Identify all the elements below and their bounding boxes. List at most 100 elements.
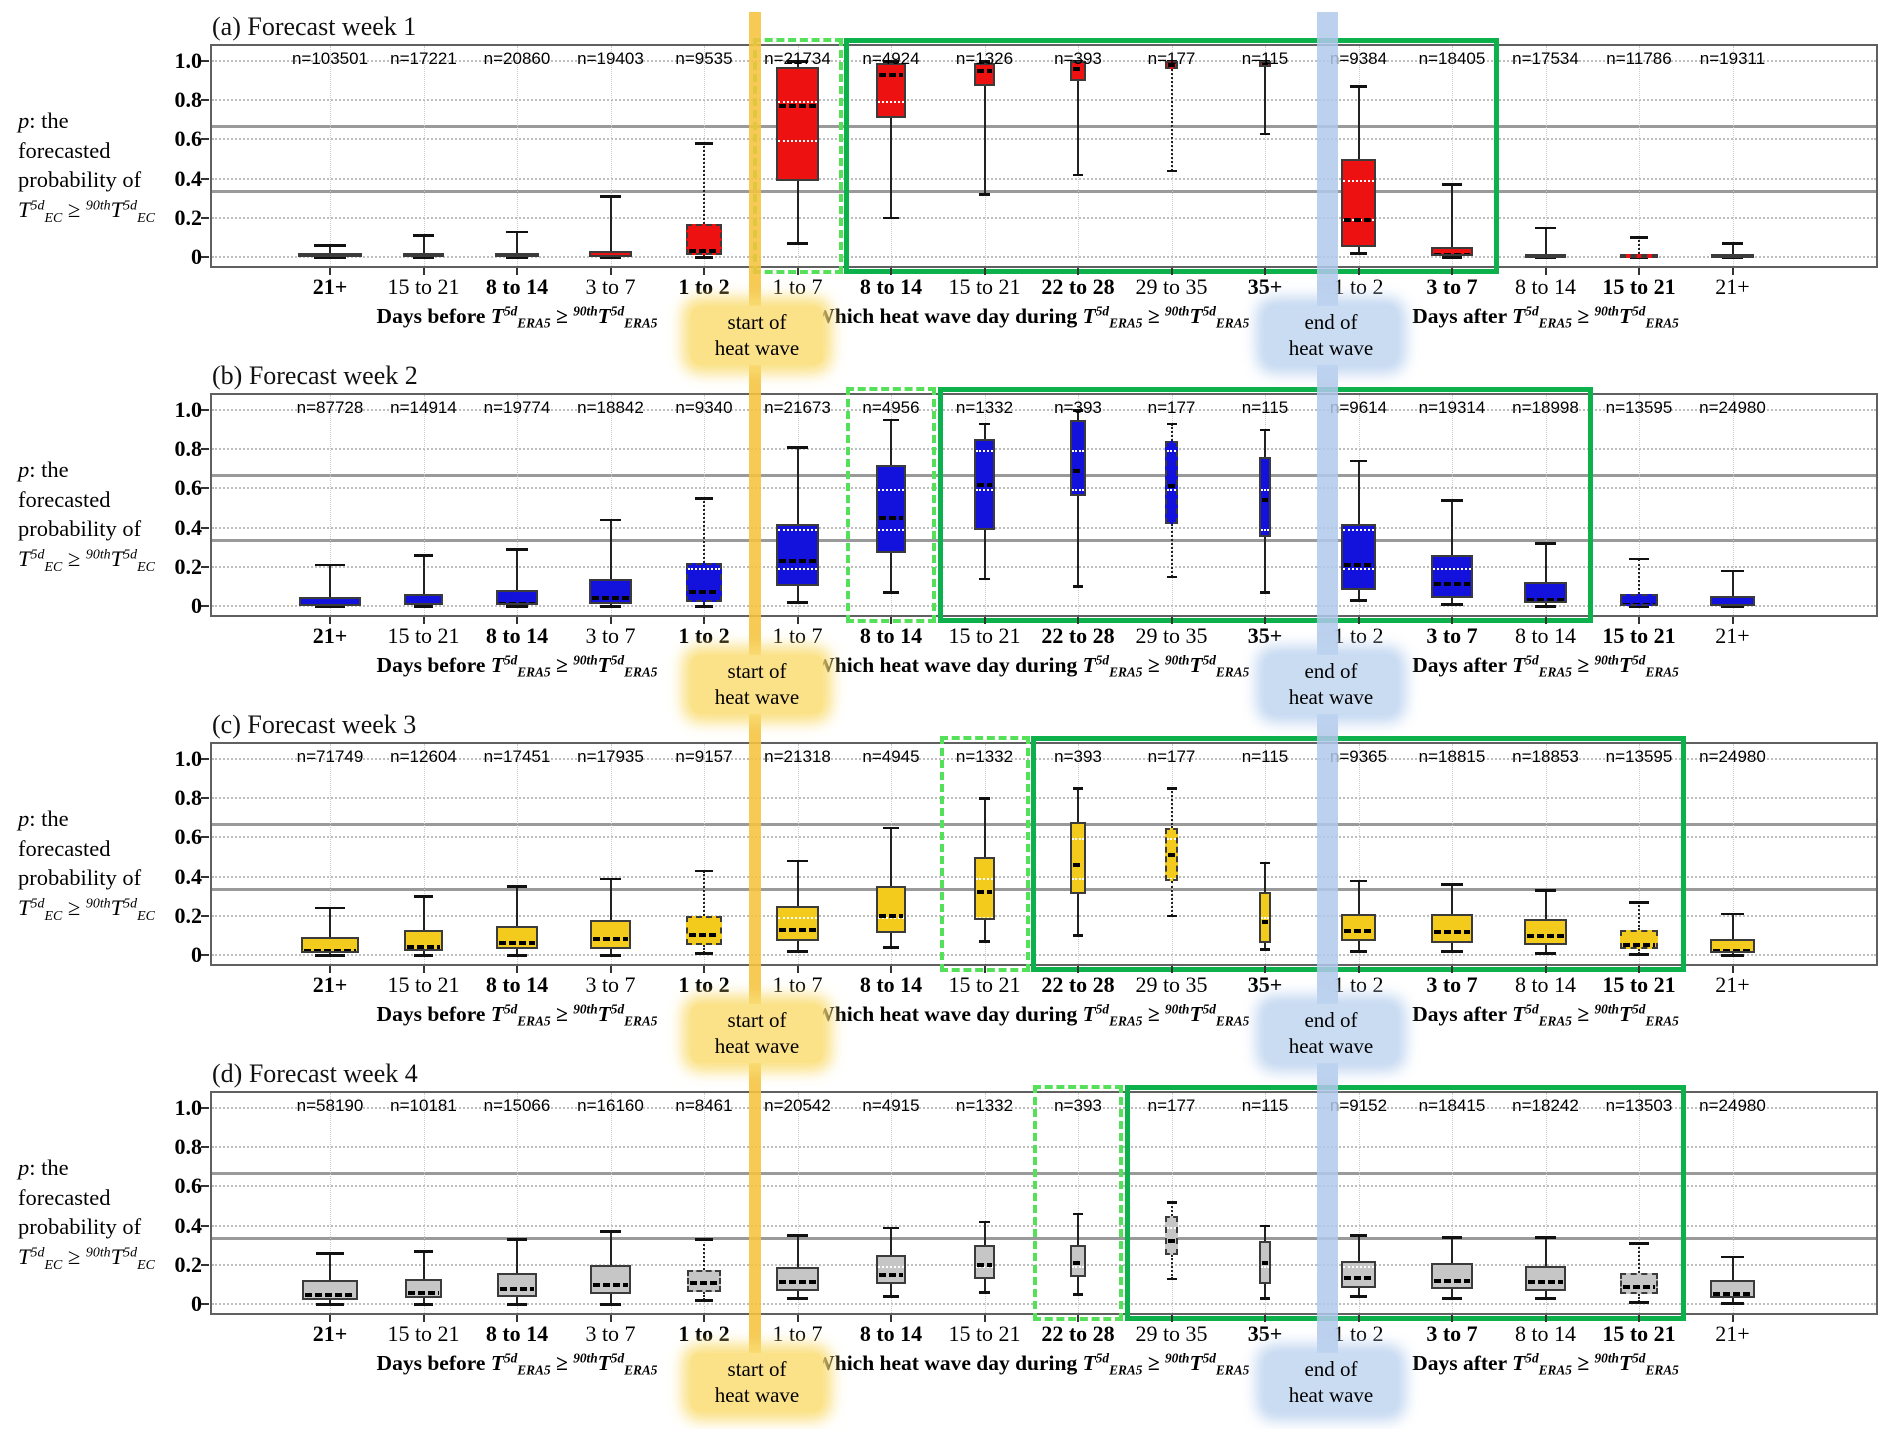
x-tick-mark	[1264, 268, 1266, 275]
axis-group-label-before: Days before T5dERA5 ≥ 90thT5dERA5	[376, 1002, 658, 1029]
whisker-cap-top	[414, 1250, 433, 1253]
whisker-cap-top	[979, 422, 990, 426]
median-line	[1622, 943, 1656, 948]
whisker-cap-bottom	[979, 577, 990, 581]
x-tick-mark	[516, 268, 518, 275]
grid-through-line	[1261, 916, 1269, 919]
whisker-cap-bottom	[695, 605, 713, 608]
box	[589, 578, 632, 605]
y-tick-mark	[201, 1185, 209, 1188]
median-line	[1714, 256, 1750, 258]
whisker-cap-bottom	[414, 1303, 433, 1306]
box	[875, 62, 907, 118]
n-count-label: n=1332	[955, 1096, 1014, 1115]
grid-through-line	[1342, 567, 1375, 570]
gridline	[212, 1224, 1876, 1227]
box	[1430, 555, 1474, 599]
x-tick-mark	[609, 268, 612, 275]
x-category-label: 8 to 14	[1514, 623, 1577, 648]
whisker-cap-top	[413, 554, 434, 557]
box	[1709, 1280, 1756, 1299]
whisker-cap-bottom	[786, 950, 809, 953]
y-tick-label: 0	[191, 593, 202, 618]
box	[497, 1272, 537, 1298]
whisker-cap-top	[695, 1238, 713, 1241]
grid-through-line	[1071, 450, 1084, 453]
grid-through-line	[1342, 179, 1375, 182]
n-count-label: n=58190	[296, 1096, 364, 1115]
x-category-label: 15 to 21	[948, 623, 1021, 648]
whisker-cap-bottom	[1349, 599, 1368, 602]
x-tick-mark	[1451, 1315, 1453, 1322]
upper-whisker	[1638, 902, 1640, 930]
v-gridline	[1732, 46, 1734, 266]
x-tick-mark	[1544, 966, 1547, 973]
lower-whisker	[703, 602, 705, 606]
green-solid-window	[1124, 1085, 1686, 1321]
grid-through-line	[1342, 528, 1375, 531]
x-tick-mark	[796, 268, 799, 275]
v-gridline	[517, 744, 518, 964]
v-gridline	[1265, 46, 1266, 266]
v-gridline	[423, 1093, 425, 1313]
y-tick-label: 0.6	[174, 126, 203, 152]
whisker-cap-bottom	[506, 954, 528, 957]
n-count-label: n=9614	[1329, 398, 1388, 417]
lower-whisker	[1638, 1294, 1640, 1303]
x-category-label: 1 to 2	[1333, 623, 1384, 648]
upper-whisker	[516, 549, 518, 591]
x-category-label: 8 to 14	[485, 972, 549, 997]
grid-through-line	[877, 489, 905, 492]
x-category-label: 21+	[312, 1321, 348, 1346]
v-gridline	[1639, 46, 1640, 266]
v-gridline	[517, 395, 518, 615]
x-category-label: 8 to 14	[859, 972, 923, 997]
start-heat-wave-label-line: start of	[727, 1008, 787, 1032]
median-line	[1343, 217, 1374, 222]
median-line	[408, 1291, 439, 1296]
upper-whisker	[516, 231, 518, 254]
whisker-cap-bottom	[1166, 575, 1177, 579]
axis-group-label-after: Days after T5dERA5 ≥ 90thT5dERA5	[1412, 653, 1679, 680]
x-category-label: 15 to 21	[1602, 972, 1676, 997]
median-line	[1072, 468, 1083, 473]
end-heat-wave-label-line: end of	[1304, 310, 1358, 334]
whisker-cap-bottom	[1441, 256, 1463, 259]
whisker-cap-top	[506, 230, 528, 234]
tercile-line	[212, 1171, 1876, 1175]
median-line	[498, 255, 535, 257]
median-line	[1167, 853, 1176, 858]
v-gridline	[1639, 744, 1640, 964]
whisker-cap-top	[786, 446, 809, 449]
axis-group-label-after: Days after T5dERA5 ≥ 90thT5dERA5	[1412, 304, 1679, 331]
whisker-cap-top	[695, 869, 713, 873]
v-gridline	[1265, 1093, 1266, 1313]
lower-whisker	[1357, 941, 1360, 952]
whisker-cap-top	[883, 1226, 899, 1230]
n-count-label: n=13503	[1605, 1096, 1673, 1115]
box	[1619, 594, 1659, 606]
lower-whisker	[1077, 1276, 1079, 1295]
lower-whisker	[890, 1284, 892, 1297]
whisker-cap-bottom	[413, 605, 434, 608]
box	[495, 253, 539, 258]
x-tick-mark	[890, 966, 892, 973]
n-count-label: n=177	[1147, 49, 1196, 68]
axis-group-label-before: Days before T5dERA5 ≥ 90thT5dERA5	[376, 1351, 658, 1378]
whisker-cap-bottom	[1349, 252, 1368, 255]
gridline	[212, 448, 1876, 451]
whisker-cap-bottom	[979, 940, 990, 943]
whisker-cap-bottom	[1260, 948, 1270, 951]
n-count-label: n=4915	[862, 1096, 920, 1115]
x-tick-mark	[1731, 268, 1734, 275]
n-count-label: n=9340	[675, 398, 733, 417]
upper-whisker	[1357, 1235, 1360, 1261]
upper-whisker	[1264, 862, 1266, 893]
whisker-cap-bottom	[1721, 954, 1744, 957]
whisker-cap-top	[1166, 422, 1177, 426]
lower-whisker	[1544, 603, 1547, 606]
upper-whisker	[983, 798, 986, 857]
x-tick-mark	[609, 617, 612, 624]
lower-whisker	[983, 1278, 986, 1293]
upper-whisker	[1451, 884, 1453, 914]
